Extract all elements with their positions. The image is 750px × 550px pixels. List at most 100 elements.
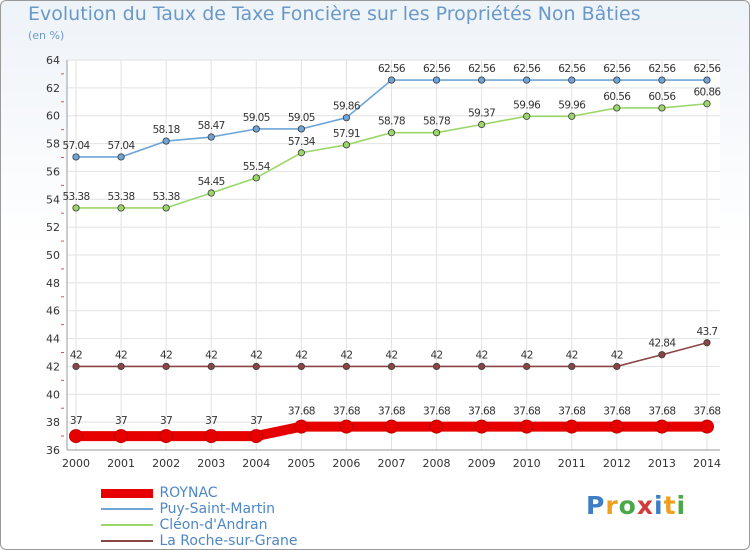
data-point [72, 204, 80, 212]
data-point [429, 419, 444, 434]
x-tick-label: 2005 [287, 457, 315, 470]
data-label: 62.56 [513, 63, 541, 75]
data-point [564, 419, 579, 434]
data-label: 42 [205, 349, 217, 361]
data-label: 42 [430, 349, 442, 361]
data-point [252, 174, 260, 182]
data-label: 37.68 [693, 406, 720, 418]
data-label: 57.91 [333, 128, 360, 140]
data-label: 37.68 [423, 406, 450, 418]
data-point [114, 429, 129, 444]
data-label: 57.34 [288, 136, 316, 148]
y-tick-label: 46 [46, 305, 60, 318]
data-label: 37.68 [378, 406, 405, 418]
x-tick-label: 2002 [152, 457, 180, 470]
data-point [72, 362, 80, 371]
data-label: 62.56 [378, 63, 406, 75]
data-point [387, 362, 396, 371]
logo-letter: i [654, 491, 664, 520]
y-tick-label: 44 [46, 333, 60, 346]
data-point [117, 204, 125, 212]
y-tick-label: 52 [46, 221, 60, 234]
data-label: 37.68 [288, 406, 315, 418]
data-label: 62.56 [558, 63, 586, 75]
data-label: 42 [566, 349, 578, 361]
data-label: 59.96 [513, 99, 541, 111]
data-label: 59.86 [333, 101, 361, 113]
data-label: 60.56 [648, 91, 676, 103]
y-tick-label: 58 [46, 138, 60, 151]
data-label: 42 [70, 349, 82, 361]
data-label: 37.68 [513, 406, 540, 418]
logo-letter: P [586, 491, 606, 520]
y-tick-label: 64 [46, 54, 60, 67]
data-point [568, 362, 576, 371]
data-point [297, 362, 305, 371]
data-point [342, 114, 351, 122]
x-tick-label: 2006 [332, 457, 360, 470]
data-point [207, 133, 215, 141]
legend-label: Cléon-d'Andran [159, 517, 268, 533]
data-label: 53.38 [108, 191, 135, 203]
data-point [519, 419, 534, 434]
x-tick-label: 2000 [62, 457, 90, 470]
data-point [432, 129, 441, 137]
legend-item-la-roche-sur-grane: La Roche-sur-Grane [101, 533, 297, 549]
legend-item-puy-saint-martin: Puy-Saint-Martin [101, 501, 275, 517]
data-label: 37 [70, 415, 82, 427]
x-tick-label: 2012 [603, 457, 631, 470]
proxiti-logo: Proxiti [586, 491, 686, 520]
data-label: 42 [115, 349, 127, 361]
data-label: 58.78 [423, 116, 450, 128]
data-point [387, 76, 396, 84]
legend-label: La Roche-sur-Grane [159, 533, 298, 549]
x-tick-label: 2014 [693, 457, 721, 470]
data-label: 37.68 [333, 406, 360, 418]
logo-letter: r [605, 491, 619, 520]
x-tick-label: 2001 [107, 457, 135, 470]
data-label: 62.56 [423, 63, 451, 75]
data-label: 59.05 [288, 112, 315, 124]
data-label: 59.96 [558, 99, 586, 111]
legend-item-roynac: ROYNAC [101, 485, 218, 501]
legend-swatch [101, 540, 153, 542]
logo-letter: t [663, 491, 677, 520]
data-point [162, 362, 170, 371]
data-point [613, 362, 621, 371]
data-label: 57.04 [108, 140, 136, 152]
data-label: 59.05 [243, 112, 270, 124]
data-point [568, 76, 576, 84]
y-tick-label: 48 [46, 277, 60, 290]
legend-item-cleon-d-andran: Cléon-d'Andran [101, 517, 268, 533]
data-label: 62.56 [648, 63, 676, 75]
y-tick-label: 50 [46, 249, 60, 262]
data-point [703, 76, 711, 84]
x-tick-label: 2009 [468, 457, 496, 470]
legend-label: Puy-Saint-Martin [159, 501, 276, 517]
data-point [294, 419, 309, 434]
chart-title: Evolution du Taux de Taxe Foncière sur l… [28, 3, 641, 25]
legend-swatch [101, 508, 153, 510]
data-label: 54.45 [198, 176, 225, 188]
data-point [339, 419, 354, 434]
data-label: 42 [340, 349, 352, 361]
data-label: 62.56 [468, 63, 496, 75]
data-point [658, 104, 666, 112]
data-label: 62.56 [693, 63, 721, 75]
x-tick-label: 2004 [242, 457, 270, 470]
data-point [658, 76, 666, 84]
data-point [387, 129, 396, 137]
data-point [159, 429, 174, 444]
data-label: 53.38 [153, 191, 180, 203]
data-point [478, 76, 486, 84]
data-label: 58.47 [198, 120, 225, 132]
x-tick-label: 2003 [197, 457, 225, 470]
data-label: 37 [205, 415, 217, 427]
data-label: 42 [476, 349, 488, 361]
data-point [207, 362, 215, 371]
data-label: 42 [160, 349, 172, 361]
x-tick-label: 2008 [423, 457, 451, 470]
data-point [384, 419, 399, 434]
y-tick-label: 36 [46, 444, 60, 457]
